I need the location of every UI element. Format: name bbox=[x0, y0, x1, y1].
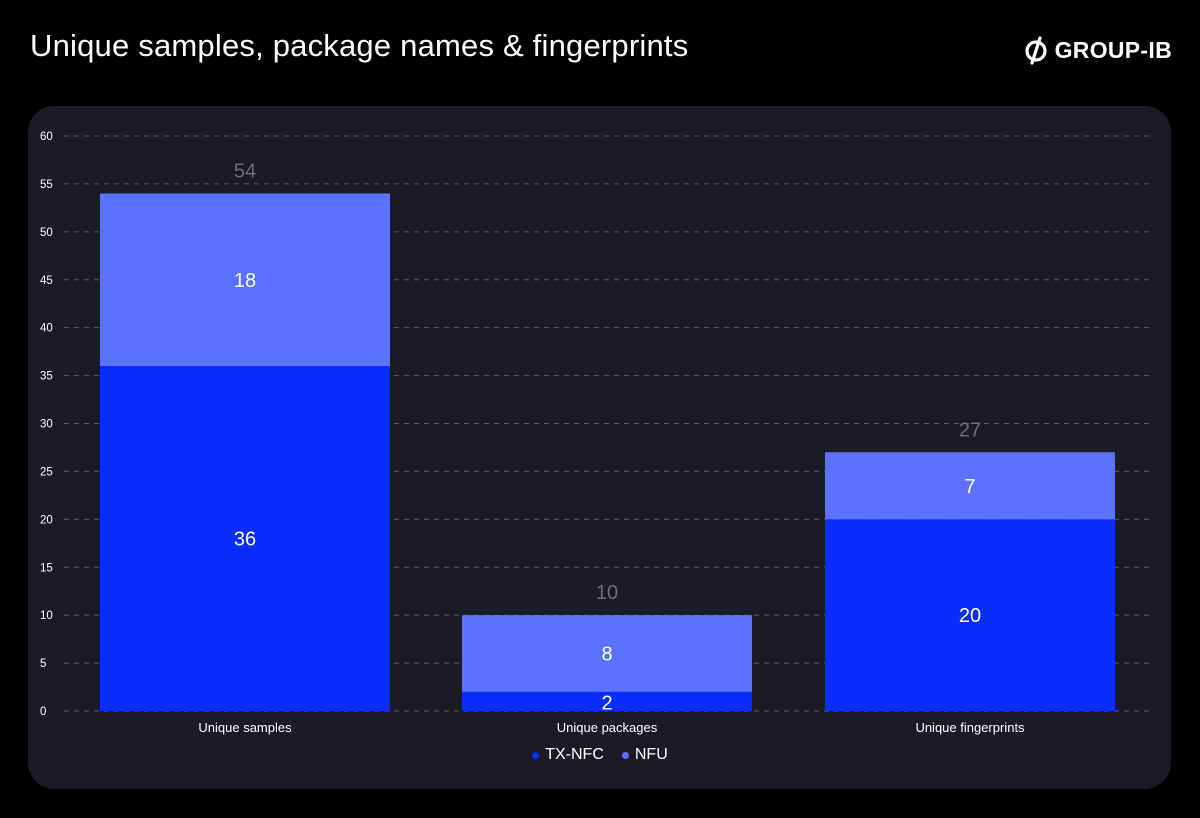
x-axis-categories: Unique samples Unique packages Unique fing… bbox=[198, 720, 1025, 735]
bar-tx-nfc bbox=[462, 691, 752, 711]
bar-nfu bbox=[462, 615, 752, 692]
brand-name: GROUP-IB bbox=[1054, 36, 1172, 63]
legend-label: NFU bbox=[634, 746, 668, 763]
y-tick-label: 45 bbox=[40, 275, 53, 287]
segment-value-label: 2 bbox=[601, 692, 612, 714]
y-tick-label: 20 bbox=[40, 514, 53, 526]
y-tick-label: 0 bbox=[40, 706, 46, 718]
segment-value-label: 7 bbox=[964, 476, 975, 498]
total-value-label: 27 bbox=[959, 419, 981, 441]
segment-value-label: 20 bbox=[959, 605, 981, 627]
y-tick-label: 35 bbox=[40, 371, 53, 383]
y-tick-label: 55 bbox=[40, 179, 53, 191]
bar-nfu bbox=[100, 193, 390, 366]
y-tick-label: 40 bbox=[40, 323, 53, 335]
legend: TX-NFC NFU bbox=[0, 746, 1200, 764]
page-title: Unique samples, package names & fingerpr… bbox=[30, 28, 689, 63]
y-tick-label: 50 bbox=[40, 227, 53, 239]
y-tick-label: 25 bbox=[40, 466, 53, 478]
y-tick-label: 60 bbox=[40, 131, 53, 143]
y-tick-label: 10 bbox=[40, 610, 53, 622]
x-category-label: Unique fingerprints bbox=[915, 720, 1025, 735]
y-tick-label: 5 bbox=[40, 658, 46, 670]
total-value-label: 54 bbox=[234, 161, 256, 183]
segment-value-label: 8 bbox=[601, 644, 612, 666]
x-category-label: Unique packages bbox=[557, 720, 658, 735]
total-value-label: 10 bbox=[596, 582, 618, 604]
legend-dot-icon bbox=[532, 751, 540, 759]
bar-nfu bbox=[825, 452, 1115, 520]
y-tick-label: 15 bbox=[40, 562, 53, 574]
brand-logo: GROUP-IB bbox=[1023, 34, 1172, 66]
group-ib-logo-icon bbox=[1024, 36, 1047, 65]
legend-item: NFU bbox=[621, 746, 668, 764]
bar-tx-nfc bbox=[100, 366, 390, 711]
bars bbox=[100, 193, 1115, 711]
bar-labels: 36 18 54 2 8 10 20 7 27 bbox=[234, 161, 981, 715]
segment-value-label: 36 bbox=[234, 529, 256, 551]
legend-item: TX-NFC bbox=[532, 746, 604, 764]
y-axis-ticks: 0 5 10 15 20 25 30 35 40 45 50 55 60 bbox=[40, 131, 53, 718]
legend-dot-icon bbox=[621, 751, 629, 759]
segment-value-label: 18 bbox=[234, 270, 256, 292]
legend-label: TX-NFC bbox=[545, 746, 604, 763]
x-category-label: Unique samples bbox=[198, 720, 292, 735]
y-tick-label: 30 bbox=[40, 419, 53, 431]
bar-tx-nfc bbox=[825, 519, 1115, 711]
